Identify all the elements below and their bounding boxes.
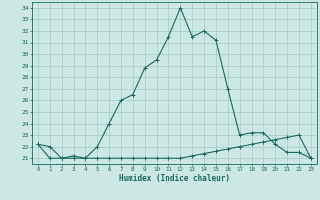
X-axis label: Humidex (Indice chaleur): Humidex (Indice chaleur) [119,174,230,183]
